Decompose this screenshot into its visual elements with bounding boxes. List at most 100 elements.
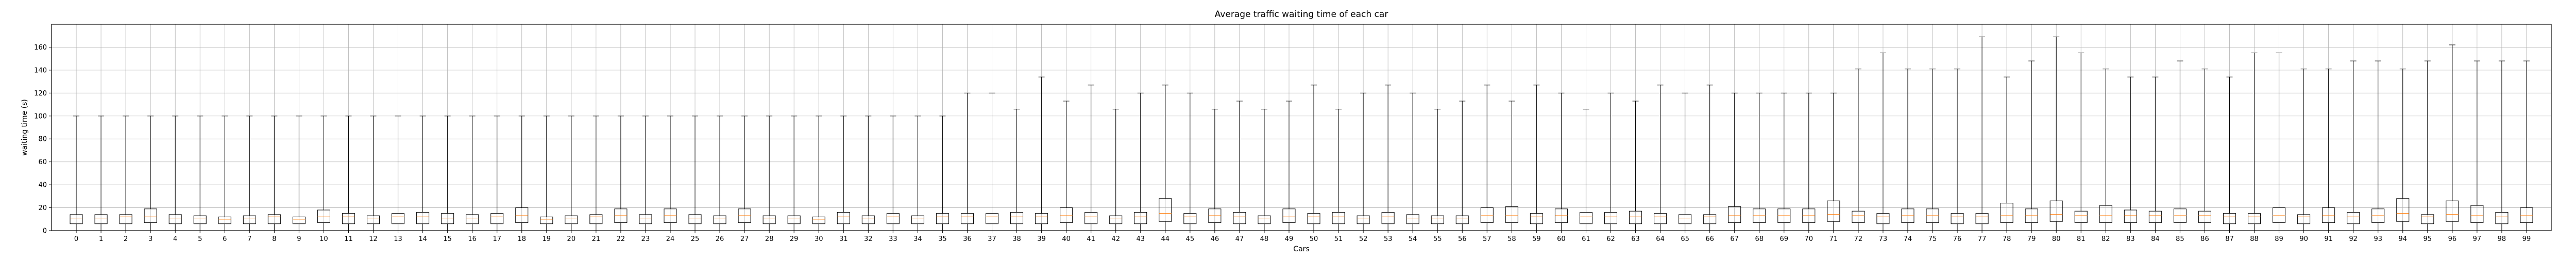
box-car-81: [2074, 53, 2088, 231]
box-car-17: [490, 116, 504, 231]
iqr-box: [441, 213, 454, 224]
box-car-53: [1381, 85, 1395, 231]
iqr-box: [2297, 214, 2311, 224]
iqr-box: [861, 215, 875, 224]
x-tick-label: 47: [1235, 235, 1244, 243]
iqr-box: [688, 214, 702, 224]
x-tick-label: 38: [1012, 235, 1021, 243]
iqr-box: [1134, 212, 1147, 224]
x-tick-label: 30: [815, 235, 823, 243]
iqr-box: [2099, 205, 2112, 223]
x-tick-label: 4: [173, 235, 177, 243]
box-car-95: [2421, 60, 2434, 231]
x-tick-label: 73: [1879, 235, 1888, 243]
iqr-box: [1332, 212, 1345, 224]
x-tick-label: 65: [1681, 235, 1689, 243]
x-axis-label: Cars: [1293, 245, 1309, 253]
x-tick-label: 97: [2473, 235, 2482, 243]
iqr-box: [911, 215, 924, 224]
y-tick-label: 160: [34, 44, 47, 52]
x-tick-label: 6: [223, 235, 227, 243]
x-tick-label: 35: [938, 235, 947, 243]
box-car-45: [1183, 92, 1197, 231]
box-car-63: [1629, 101, 1642, 231]
iqr-box: [639, 214, 652, 224]
box-car-12: [367, 116, 380, 231]
box-car-0: [70, 116, 83, 231]
box-car-94: [2396, 69, 2410, 231]
box-car-69: [1777, 92, 1791, 231]
grid-layer: [52, 24, 2551, 231]
box-car-7: [243, 116, 256, 231]
x-tick-label: 78: [2003, 235, 2011, 243]
iqr-box: [589, 214, 603, 224]
iqr-box: [2049, 200, 2063, 222]
iqr-box: [2273, 207, 2286, 223]
x-tick-label: 46: [1211, 235, 1219, 243]
box-car-77: [1975, 36, 1989, 231]
iqr-box: [2148, 211, 2162, 223]
iqr-box: [1951, 213, 1964, 224]
x-tick-label: 50: [1310, 235, 1318, 243]
iqr-box: [936, 213, 949, 224]
iqr-box: [2495, 212, 2509, 224]
x-tick-label: 80: [2052, 235, 2061, 243]
iqr-box: [1679, 214, 1692, 224]
box-car-14: [416, 116, 430, 231]
x-tick-label: 68: [1755, 235, 1764, 243]
x-tick-label: 53: [1384, 235, 1393, 243]
box-layer: [70, 36, 2533, 231]
iqr-box: [1604, 212, 1618, 224]
x-tick-label: 27: [740, 235, 749, 243]
x-tick-label: 58: [1507, 235, 1516, 243]
iqr-box: [2124, 209, 2137, 223]
box-car-21: [589, 116, 603, 231]
box-car-22: [614, 116, 628, 231]
box-car-56: [1455, 101, 1469, 231]
x-tick-label: 45: [1186, 235, 1195, 243]
iqr-box: [2248, 213, 2261, 224]
iqr-box: [1654, 213, 1667, 224]
box-car-26: [713, 116, 726, 231]
box-car-52: [1357, 92, 1370, 231]
box-car-41: [1084, 85, 1098, 231]
x-tick-label: 85: [2176, 235, 2184, 243]
box-car-82: [2099, 69, 2112, 231]
iqr-box: [144, 208, 157, 223]
x-tick-label: 57: [1483, 235, 1492, 243]
x-tick-label: 81: [2077, 235, 2086, 243]
iqr-box: [292, 216, 306, 224]
box-car-39: [1035, 76, 1048, 231]
x-tick-label: 15: [443, 235, 452, 243]
x-tick-label: 14: [418, 235, 427, 243]
iqr-box: [812, 216, 825, 224]
x-tick-label: 10: [319, 235, 328, 243]
x-tick-label: 62: [1606, 235, 1615, 243]
x-tick-label: 83: [2126, 235, 2135, 243]
iqr-box: [565, 215, 578, 224]
x-tick-label: 39: [1037, 235, 1046, 243]
box-car-64: [1654, 85, 1667, 231]
iqr-box: [218, 216, 231, 224]
iqr-box: [1703, 214, 1717, 224]
box-car-36: [960, 92, 974, 231]
iqr-box: [515, 207, 529, 223]
x-tick-label: 76: [1953, 235, 1962, 243]
iqr-box: [960, 213, 974, 224]
x-tick-label: 41: [1087, 235, 1095, 243]
iqr-box: [1282, 208, 1296, 223]
x-tick-label: 64: [1656, 235, 1665, 243]
y-tick-label: 40: [38, 182, 47, 189]
x-tick-label: 33: [889, 235, 897, 243]
iqr-box: [1480, 207, 1494, 223]
x-tick-label: 44: [1161, 235, 1170, 243]
y-tick-label: 140: [34, 67, 47, 74]
x-tick-label: 82: [2102, 235, 2110, 243]
x-tick-label: 5: [198, 235, 202, 243]
x-tick-label: 75: [1928, 235, 1937, 243]
box-car-13: [392, 116, 405, 231]
x-tick-label: 18: [517, 235, 526, 243]
iqr-box: [1183, 213, 1197, 224]
iqr-box: [787, 215, 801, 224]
